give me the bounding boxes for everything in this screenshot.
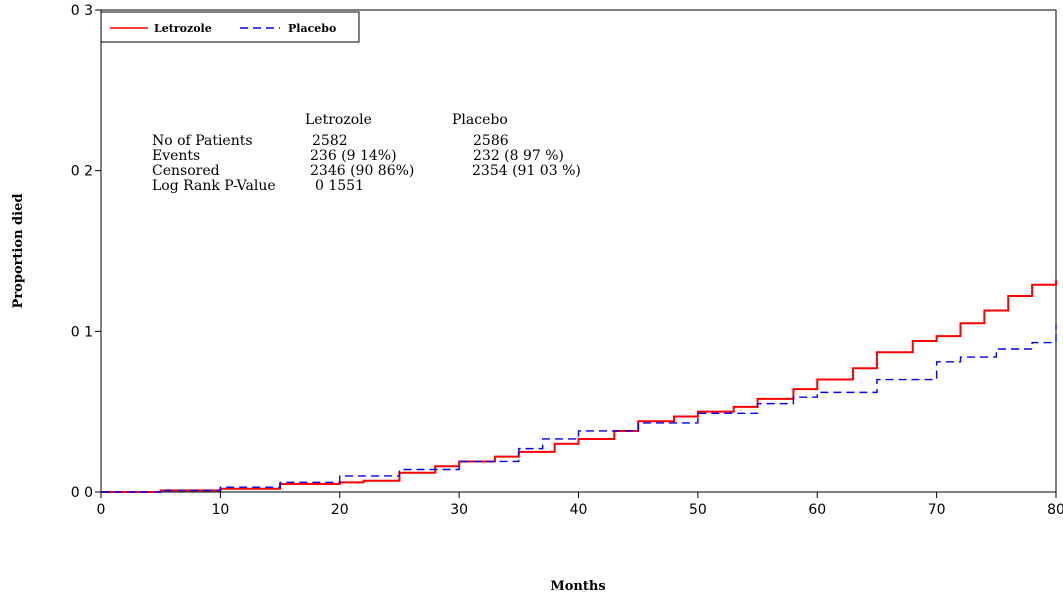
x-tick-label: 30: [450, 502, 468, 518]
stats-row-label: Events: [152, 148, 200, 164]
stats-col-header-letrozole: Letrozole: [305, 112, 372, 128]
stats-cell: 232 (8 97 %): [473, 148, 564, 164]
stats-cell: 236 (9 14%): [310, 148, 397, 164]
series-line-letrozole: [101, 279, 1057, 493]
plot-frame: [100, 9, 1057, 493]
series-line-placebo: [101, 324, 1057, 493]
x-tick-label: 20: [331, 502, 349, 518]
x-tick-label: 40: [570, 502, 588, 518]
x-tick-label: 0: [97, 502, 106, 518]
stats-row-label: Censored: [152, 163, 220, 179]
x-tick-label: 60: [808, 502, 826, 518]
stats-col-header-placebo: Placebo: [452, 112, 508, 128]
stats-cell: 2586: [473, 133, 509, 149]
stats-cell: 2354 (91 03 %): [472, 163, 581, 179]
y-tick-label: 0 0: [71, 485, 93, 501]
x-tick-label: 10: [211, 502, 229, 518]
x-tick-label: 70: [928, 502, 946, 518]
legend-box: [100, 11, 360, 43]
y-tick-label: 0 2: [71, 164, 93, 180]
stats-row-label: No of Patients: [152, 133, 253, 149]
stats-cell: 2582: [312, 133, 348, 149]
y-tick-label: 0 1: [71, 324, 93, 340]
x-tick-label: 50: [689, 502, 707, 518]
legend-label-letrozole: Letrozole: [154, 22, 212, 35]
legend: Letrozole Placebo: [100, 11, 360, 43]
x-axis-title: Months: [550, 579, 605, 594]
stats-table: Letrozole Placebo No of Patients 2582 25…: [152, 112, 581, 194]
stats-cell: 0 1551: [315, 178, 364, 194]
y-tick-label: 0 3: [71, 3, 93, 19]
legend-label-placebo: Placebo: [288, 22, 336, 35]
stats-cell: 2346 (90 86%): [310, 163, 414, 179]
x-tick-label: 80: [1047, 502, 1063, 518]
y-axis-title: Proportion died: [11, 194, 26, 309]
stats-row-label: Log Rank P-Value: [152, 178, 276, 194]
